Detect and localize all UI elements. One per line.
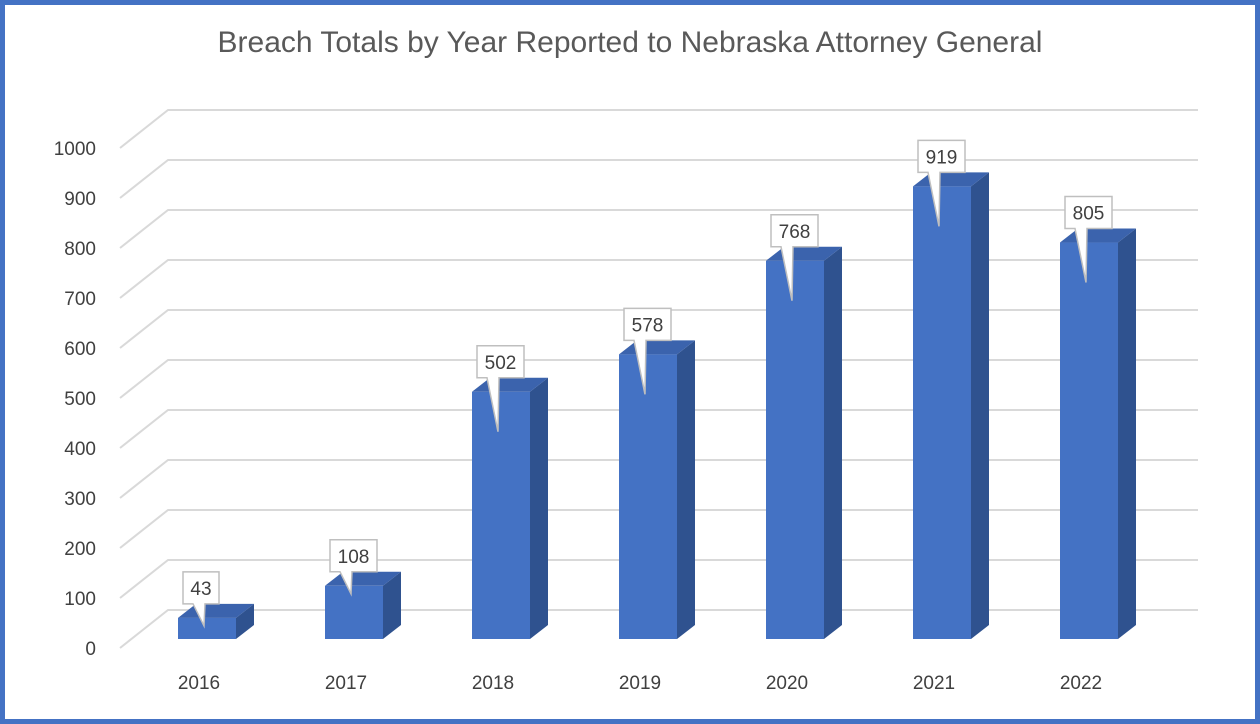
y-tick-label: 600 (64, 339, 96, 360)
x-tick-label: 2018 (472, 673, 514, 694)
bar-side (530, 377, 548, 639)
y-tick-label: 300 (64, 489, 96, 510)
data-label-callout (917, 139, 966, 227)
gridline (119, 359, 1198, 399)
y-tick-label: 1000 (54, 139, 96, 160)
gridline (119, 409, 1198, 449)
gridline (119, 259, 1198, 299)
bar (913, 186, 971, 639)
gridline (119, 559, 1198, 599)
bar (1060, 242, 1118, 639)
data-label: 919 (926, 147, 958, 168)
x-tick-label: 2020 (766, 673, 808, 694)
data-label: 108 (338, 547, 370, 568)
data-labels: 43 108 502 578 768 919 805 (182, 139, 1113, 629)
y-tick-label: 900 (64, 189, 96, 210)
data-label: 578 (632, 315, 664, 336)
bar (619, 354, 677, 639)
gridline (119, 309, 1198, 349)
y-tick-label: 0 (85, 639, 96, 660)
y-axis-tick-labels: 0 100 200 300 400 500 600 700 800 900 1000 (54, 139, 96, 660)
data-label-callout (770, 214, 819, 301)
x-tick-label: 2022 (1060, 673, 1102, 694)
data-label: 43 (190, 579, 211, 600)
bar-side (824, 246, 842, 639)
x-tick-label: 2017 (325, 673, 367, 694)
gridline (119, 509, 1198, 549)
data-label: 502 (485, 353, 517, 374)
bar-side (1118, 228, 1136, 639)
bar (178, 617, 236, 639)
bar (472, 391, 530, 639)
data-label-callout (623, 307, 672, 395)
bar-side (677, 340, 695, 639)
data-label-callout (329, 539, 378, 597)
gridline (119, 459, 1198, 499)
gridline (119, 159, 1198, 199)
bar-side (971, 172, 989, 639)
gridline (119, 609, 1198, 649)
x-tick-label: 2016 (178, 673, 220, 694)
data-label-callout (1064, 195, 1113, 283)
y-tick-label: 500 (64, 389, 96, 410)
gridline (119, 209, 1198, 249)
bar (325, 585, 383, 639)
y-tick-label: 400 (64, 439, 96, 460)
y-tick-label: 700 (64, 289, 96, 310)
bars (178, 172, 1136, 639)
data-label: 805 (1073, 204, 1105, 225)
chart-title: Breach Totals by Year Reported to Nebras… (217, 26, 1043, 59)
bar-side (383, 571, 401, 639)
x-axis-tick-labels: 2016 2017 2018 2019 2020 2021 2022 (178, 673, 1102, 694)
x-tick-label: 2021 (913, 673, 955, 694)
y-tick-label: 100 (64, 589, 96, 610)
x-tick-label: 2019 (619, 673, 661, 694)
bar (766, 260, 824, 639)
gridline (119, 109, 1198, 149)
y-tick-label: 200 (64, 539, 96, 560)
data-label: 768 (779, 222, 811, 243)
data-label-callout (476, 345, 525, 432)
y-tick-label: 800 (64, 239, 96, 260)
bar-side (236, 603, 254, 639)
gridlines (119, 109, 1198, 649)
data-label-callout (182, 571, 220, 629)
